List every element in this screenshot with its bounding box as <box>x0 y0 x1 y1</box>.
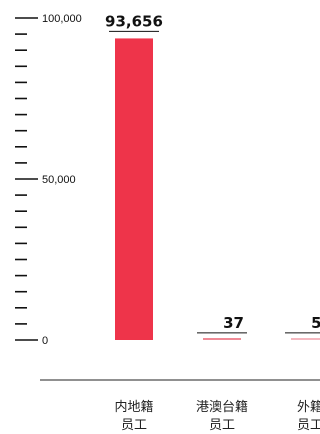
x-tick-label: 内地籍 <box>114 399 153 415</box>
x-tick-label: 员工 <box>121 418 147 433</box>
y-tick-label: 0 <box>42 335 48 347</box>
bar <box>291 338 320 340</box>
x-tick-label: 员工 <box>297 418 320 433</box>
data-label: 52 <box>311 314 320 332</box>
y-tick-label: 100,000 <box>42 13 82 25</box>
x-tick-label: 外籍 <box>297 399 320 415</box>
y-axis: 0 50,000 100,000 <box>15 13 82 347</box>
y-tick-label: 50,000 <box>42 174 76 186</box>
bar <box>203 338 241 340</box>
x-tick-label: 港澳台籍 <box>196 399 248 415</box>
data-label: 93,656 <box>105 12 163 30</box>
x-tick-label: 员工 <box>209 418 235 433</box>
bar <box>115 38 153 341</box>
bars-group: 93,656 37 52 <box>105 12 320 341</box>
data-label: 37 <box>223 314 244 332</box>
